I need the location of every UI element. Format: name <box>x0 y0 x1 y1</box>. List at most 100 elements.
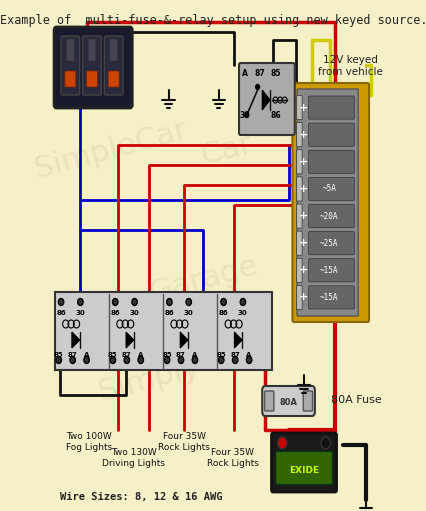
Text: +: + <box>298 184 307 194</box>
Polygon shape <box>180 332 187 348</box>
FancyBboxPatch shape <box>296 123 302 147</box>
Text: +: + <box>298 157 307 167</box>
FancyBboxPatch shape <box>302 391 312 411</box>
Circle shape <box>240 298 245 306</box>
Text: Two 100W
Fog Lights: Two 100W Fog Lights <box>66 432 112 452</box>
Text: ~25A: ~25A <box>320 239 338 248</box>
FancyBboxPatch shape <box>308 231 354 255</box>
Text: 86: 86 <box>110 310 120 316</box>
Text: +: + <box>298 292 307 303</box>
Text: 87: 87 <box>176 352 185 358</box>
Text: 86: 86 <box>164 310 174 316</box>
Text: 85: 85 <box>54 352 63 358</box>
Text: A: A <box>246 352 251 358</box>
FancyBboxPatch shape <box>65 71 75 87</box>
Circle shape <box>132 298 137 306</box>
Text: +: + <box>298 265 307 275</box>
FancyBboxPatch shape <box>308 150 354 173</box>
Circle shape <box>166 298 172 306</box>
Circle shape <box>246 357 251 363</box>
FancyBboxPatch shape <box>292 83 368 322</box>
Circle shape <box>56 357 61 363</box>
Circle shape <box>220 298 226 306</box>
Text: 85: 85 <box>108 352 118 358</box>
FancyBboxPatch shape <box>239 63 294 135</box>
FancyBboxPatch shape <box>308 96 354 119</box>
FancyBboxPatch shape <box>296 258 302 283</box>
Circle shape <box>78 298 83 306</box>
Text: Two 130W
Driving Lights: Two 130W Driving Lights <box>102 448 165 468</box>
Text: 30: 30 <box>130 310 139 316</box>
FancyBboxPatch shape <box>55 292 271 370</box>
FancyBboxPatch shape <box>308 259 354 282</box>
Text: 85: 85 <box>216 352 225 358</box>
FancyBboxPatch shape <box>109 39 117 61</box>
Text: A: A <box>83 352 89 358</box>
Text: ~20A: ~20A <box>320 212 338 221</box>
Text: 80A Fuse: 80A Fuse <box>330 395 381 405</box>
Text: 87: 87 <box>68 352 78 358</box>
Text: EXIDE: EXIDE <box>288 466 318 475</box>
Circle shape <box>112 298 118 306</box>
Text: 12V keyed
from vehicle: 12V keyed from vehicle <box>317 55 382 77</box>
Text: Example of  multi-fuse-&-relay setup using new keyed source.: Example of multi-fuse-&-relay setup usin… <box>0 14 426 27</box>
Text: 85: 85 <box>162 352 172 358</box>
Text: 30: 30 <box>184 310 193 316</box>
Circle shape <box>164 357 170 363</box>
Circle shape <box>320 437 330 449</box>
Circle shape <box>192 357 197 363</box>
Polygon shape <box>126 332 133 348</box>
Text: 87: 87 <box>230 352 239 358</box>
Circle shape <box>232 357 237 363</box>
Text: Simply: Simply <box>95 353 202 407</box>
Polygon shape <box>72 332 79 348</box>
Circle shape <box>244 112 248 118</box>
FancyBboxPatch shape <box>308 177 354 200</box>
FancyBboxPatch shape <box>104 36 123 95</box>
FancyBboxPatch shape <box>308 286 354 309</box>
Circle shape <box>277 437 286 449</box>
Text: 80A: 80A <box>279 398 297 406</box>
FancyBboxPatch shape <box>296 150 302 174</box>
FancyBboxPatch shape <box>108 71 119 87</box>
Circle shape <box>218 357 223 363</box>
Circle shape <box>70 357 75 363</box>
FancyBboxPatch shape <box>271 433 336 492</box>
Circle shape <box>124 357 129 363</box>
FancyBboxPatch shape <box>296 231 302 256</box>
FancyBboxPatch shape <box>296 285 302 310</box>
FancyBboxPatch shape <box>54 27 132 108</box>
FancyBboxPatch shape <box>88 39 96 61</box>
Text: Car: Car <box>197 129 255 171</box>
Circle shape <box>58 298 63 306</box>
FancyBboxPatch shape <box>61 36 79 95</box>
Circle shape <box>186 298 191 306</box>
FancyBboxPatch shape <box>296 177 302 201</box>
Text: A: A <box>241 68 247 78</box>
Polygon shape <box>234 332 242 348</box>
Text: 30: 30 <box>237 310 247 316</box>
FancyBboxPatch shape <box>296 89 357 316</box>
Circle shape <box>110 357 115 363</box>
FancyBboxPatch shape <box>264 391 273 411</box>
Text: A: A <box>192 352 197 358</box>
FancyBboxPatch shape <box>276 452 331 484</box>
Text: Wire Sizes: 8, 12 & 16 AWG: Wire Sizes: 8, 12 & 16 AWG <box>60 492 222 502</box>
FancyBboxPatch shape <box>296 204 302 228</box>
Text: +: + <box>298 211 307 221</box>
Text: +: + <box>298 130 307 140</box>
Text: Four 35W
Rock Lights: Four 35W Rock Lights <box>158 432 210 452</box>
FancyBboxPatch shape <box>308 123 354 146</box>
Text: 86: 86 <box>218 310 228 316</box>
FancyBboxPatch shape <box>262 386 314 416</box>
FancyBboxPatch shape <box>296 96 302 120</box>
FancyBboxPatch shape <box>83 36 101 95</box>
Text: Four 35W
Rock Lights: Four 35W Rock Lights <box>207 448 258 468</box>
Text: A: A <box>138 352 143 358</box>
Text: 30: 30 <box>239 110 249 120</box>
Text: 86: 86 <box>270 110 280 120</box>
Text: ~15A: ~15A <box>320 266 338 275</box>
FancyBboxPatch shape <box>86 71 97 87</box>
Text: +: + <box>298 238 307 248</box>
Text: 85: 85 <box>270 68 280 78</box>
